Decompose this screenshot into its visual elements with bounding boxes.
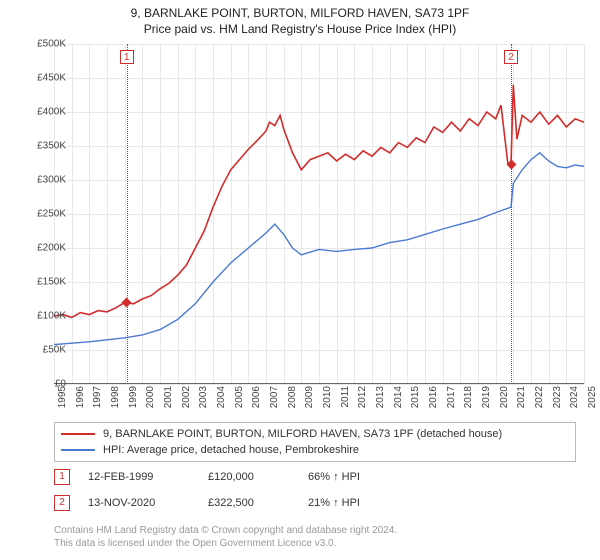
sale-date-1: 12-FEB-1999 bbox=[88, 471, 208, 483]
gridline-h bbox=[54, 384, 584, 385]
x-tick-label: 2000 bbox=[145, 386, 156, 416]
x-tick-label: 2021 bbox=[516, 386, 527, 416]
y-tick-label: £100K bbox=[22, 311, 66, 322]
chart-title: 9, BARNLAKE POINT, BURTON, MILFORD HAVEN… bbox=[0, 0, 600, 20]
x-tick-label: 2006 bbox=[251, 386, 262, 416]
marker-box-2: 2 bbox=[504, 50, 518, 64]
x-tick-label: 2017 bbox=[446, 386, 457, 416]
x-tick-label: 1998 bbox=[110, 386, 121, 416]
x-tick-label: 2008 bbox=[287, 386, 298, 416]
x-tick-label: 2011 bbox=[340, 386, 351, 416]
sale-row-1: 1 12-FEB-1999 £120,000 66% ↑ HPI bbox=[54, 468, 584, 486]
x-tick-label: 2013 bbox=[375, 386, 386, 416]
legend-swatch-hpi bbox=[61, 449, 95, 451]
x-tick-label: 2007 bbox=[269, 386, 280, 416]
x-axis-line bbox=[54, 383, 584, 384]
x-tick-label: 2014 bbox=[393, 386, 404, 416]
x-tick-label: 2012 bbox=[357, 386, 368, 416]
x-tick-label: 2010 bbox=[322, 386, 333, 416]
chart-plot-area: 12 bbox=[54, 44, 584, 384]
y-tick-label: £500K bbox=[22, 39, 66, 50]
y-tick-label: £350K bbox=[22, 141, 66, 152]
sale-row-2: 2 13-NOV-2020 £322,500 21% ↑ HPI bbox=[54, 494, 584, 512]
marker-line-2 bbox=[511, 44, 512, 384]
x-tick-label: 1999 bbox=[128, 386, 139, 416]
y-tick-label: £450K bbox=[22, 73, 66, 84]
sale-pct-2: 21% ↑ HPI bbox=[308, 497, 428, 509]
y-tick-label: £150K bbox=[22, 277, 66, 288]
x-tick-label: 2005 bbox=[234, 386, 245, 416]
y-tick-label: £250K bbox=[22, 209, 66, 220]
x-tick-label: 2024 bbox=[569, 386, 580, 416]
sale-date-2: 13-NOV-2020 bbox=[88, 497, 208, 509]
gridline-v bbox=[584, 44, 585, 384]
legend-item-price-paid: 9, BARNLAKE POINT, BURTON, MILFORD HAVEN… bbox=[61, 426, 569, 442]
legend-item-hpi: HPI: Average price, detached house, Pemb… bbox=[61, 442, 569, 458]
y-tick-label: £400K bbox=[22, 107, 66, 118]
x-tick-label: 2001 bbox=[163, 386, 174, 416]
legend-box: 9, BARNLAKE POINT, BURTON, MILFORD HAVEN… bbox=[54, 422, 576, 462]
x-tick-label: 2004 bbox=[216, 386, 227, 416]
x-tick-label: 2023 bbox=[552, 386, 563, 416]
sale-marker-1: 1 bbox=[54, 469, 70, 485]
sale-pct-1: 66% ↑ HPI bbox=[308, 471, 428, 483]
x-tick-label: 1997 bbox=[92, 386, 103, 416]
x-tick-label: 2019 bbox=[481, 386, 492, 416]
x-tick-label: 2003 bbox=[198, 386, 209, 416]
y-tick-label: £50K bbox=[22, 345, 66, 356]
x-tick-label: 2016 bbox=[428, 386, 439, 416]
y-tick-label: £200K bbox=[22, 243, 66, 254]
x-tick-label: 2015 bbox=[410, 386, 421, 416]
x-tick-label: 2002 bbox=[181, 386, 192, 416]
legend-label-hpi: HPI: Average price, detached house, Pemb… bbox=[103, 444, 359, 456]
chart-subtitle: Price paid vs. HM Land Registry's House … bbox=[0, 20, 600, 40]
x-tick-label: 2018 bbox=[463, 386, 474, 416]
x-tick-label: 1996 bbox=[75, 386, 86, 416]
series-line-hpi bbox=[54, 153, 584, 345]
attribution-text: Contains HM Land Registry data © Crown c… bbox=[54, 524, 397, 550]
series-line-price_paid bbox=[54, 85, 584, 318]
x-tick-label: 2025 bbox=[587, 386, 598, 416]
x-tick-label: 2022 bbox=[534, 386, 545, 416]
x-tick-label: 2009 bbox=[304, 386, 315, 416]
attribution-line-1: Contains HM Land Registry data © Crown c… bbox=[54, 524, 397, 537]
sale-marker-2: 2 bbox=[54, 495, 70, 511]
y-tick-label: £300K bbox=[22, 175, 66, 186]
legend-swatch-price-paid bbox=[61, 433, 95, 435]
attribution-line-2: This data is licensed under the Open Gov… bbox=[54, 537, 397, 550]
legend-label-price-paid: 9, BARNLAKE POINT, BURTON, MILFORD HAVEN… bbox=[103, 428, 502, 440]
marker-box-1: 1 bbox=[120, 50, 134, 64]
marker-line-1 bbox=[127, 44, 128, 384]
sale-price-2: £322,500 bbox=[208, 497, 308, 509]
x-tick-label: 1995 bbox=[57, 386, 68, 416]
x-tick-label: 2020 bbox=[499, 386, 510, 416]
sale-price-1: £120,000 bbox=[208, 471, 308, 483]
